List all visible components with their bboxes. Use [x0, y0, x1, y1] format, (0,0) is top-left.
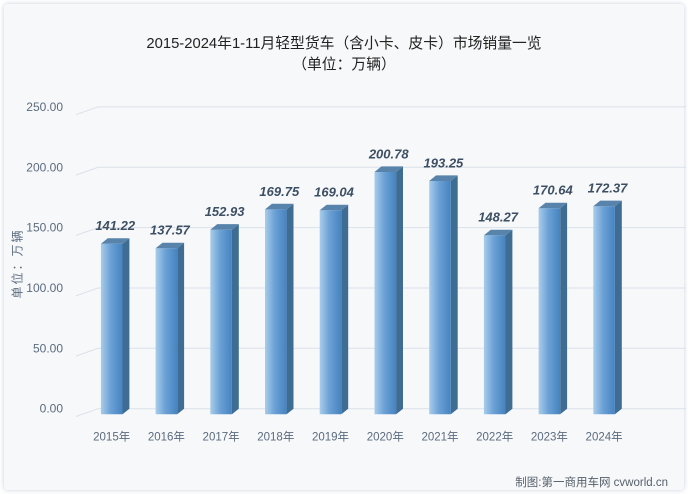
svg-text:2015年: 2015年	[93, 429, 130, 443]
svg-text:2020年: 2020年	[367, 429, 404, 443]
svg-text:2016年: 2016年	[148, 429, 185, 443]
svg-text:170.64: 170.64	[533, 183, 574, 198]
svg-text:50.00: 50.00	[33, 341, 63, 355]
svg-text:2019年: 2019年	[312, 429, 349, 443]
svg-text:2017年: 2017年	[203, 429, 240, 443]
svg-text:200.00: 200.00	[26, 160, 63, 174]
svg-text:100.00: 100.00	[26, 281, 63, 295]
svg-text:2024年: 2024年	[586, 429, 623, 443]
svg-text:2018年: 2018年	[257, 429, 294, 443]
svg-text:148.27: 148.27	[478, 210, 519, 225]
svg-text:137.57: 137.57	[150, 223, 191, 238]
svg-text:152.93: 152.93	[205, 204, 246, 219]
svg-text:2021年: 2021年	[421, 429, 458, 443]
svg-text:169.75: 169.75	[259, 184, 300, 199]
svg-text:141.22: 141.22	[95, 218, 136, 233]
svg-text:169.04: 169.04	[314, 185, 355, 200]
svg-text:172.37: 172.37	[588, 181, 629, 196]
svg-text:2022年: 2022年	[476, 429, 513, 443]
svg-text:2023年: 2023年	[531, 429, 568, 443]
svg-text:193.25: 193.25	[424, 155, 465, 170]
svg-text:0.00: 0.00	[40, 402, 64, 416]
svg-text:200.78: 200.78	[368, 146, 410, 161]
svg-text:250.00: 250.00	[26, 100, 63, 114]
svg-text:150.00: 150.00	[26, 221, 63, 235]
